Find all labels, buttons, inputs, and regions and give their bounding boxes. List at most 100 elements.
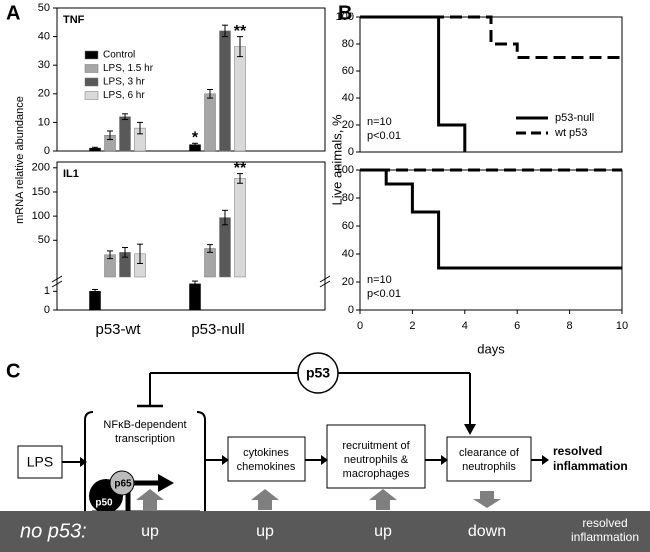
bar (219, 30, 231, 152)
effect-label: down (468, 523, 506, 540)
diagram-text: p53 (306, 365, 330, 381)
x-tick-label: 0 (357, 320, 363, 332)
bar-label: no p53: (20, 520, 87, 542)
x-tick-label: p53-null (191, 321, 244, 338)
legend-label: LPS, 6 hr (103, 90, 145, 101)
y-tick-label: 100 (32, 210, 50, 222)
effect-label: up (374, 523, 392, 540)
diagram-text: p65 (114, 479, 132, 490)
y-tick-label: 40 (38, 31, 50, 43)
y-tick-label: 80 (342, 192, 354, 204)
bar (234, 46, 246, 152)
diagram-text: transcription (115, 433, 175, 445)
y-tick-label: 0 (348, 146, 354, 158)
stat-note: n=10 (367, 116, 392, 128)
arrowhead (158, 474, 174, 492)
y-tick-label: 0 (44, 304, 50, 316)
y-tick-label: 100 (336, 164, 354, 176)
y-tick-label: 50 (38, 234, 50, 246)
axis-break (319, 275, 331, 283)
error-bar (122, 113, 128, 121)
plot-title: IL1 (63, 168, 79, 180)
diagram-text: recruitment of (342, 440, 410, 452)
legend-label: Control (103, 50, 135, 61)
y-tick-label: 0 (348, 304, 354, 316)
plot-title: TNF (63, 14, 85, 26)
stat-note: p<0.01 (367, 130, 401, 142)
axis-break (51, 275, 63, 283)
box (446, 436, 532, 482)
legend-label: LPS, 1.5 hr (103, 63, 154, 74)
legend-label: wt p53 (554, 127, 587, 139)
x-tick-label: p53-wt (95, 321, 141, 338)
stat-note: p<0.01 (367, 288, 401, 300)
diagram-text: clearance of (459, 447, 520, 459)
bar-outcome: inflammation (571, 530, 639, 544)
y-tick-label: 20 (342, 276, 354, 288)
diagram-text: p50 (95, 498, 113, 509)
error-bar (137, 243, 143, 264)
y-axis-label: mRNA relative abundance (14, 96, 26, 224)
error-bar (137, 121, 143, 135)
axis-break (51, 280, 63, 288)
error-bar (192, 280, 198, 288)
diagram-text: neutrophils (462, 461, 516, 473)
error-bar (207, 89, 213, 99)
y-tick-label: 50 (38, 2, 50, 14)
y-axis-label: Live animals, % (329, 114, 344, 205)
error-bar (107, 130, 113, 141)
error-bar (222, 209, 228, 226)
diagram-text: LPS (27, 454, 53, 470)
y-tick-label: 20 (342, 119, 354, 131)
x-tick-label: 10 (616, 320, 628, 332)
x-tick-label: 8 (567, 320, 573, 332)
panel-label: B (338, 2, 352, 24)
y-tick-label: 80 (342, 38, 354, 50)
diagram-text: cytokines (243, 447, 289, 459)
arrows (62, 459, 542, 463)
error-bar (107, 250, 113, 260)
bar (219, 217, 231, 278)
legend-swatch (84, 64, 99, 73)
error-bar (192, 142, 198, 147)
diagram-text: inflammation (553, 459, 628, 473)
significance: ** (234, 160, 247, 177)
y-tick-label: 0 (44, 145, 50, 157)
x-tick-label: 6 (514, 320, 520, 332)
bar (89, 291, 101, 311)
significance: ** (234, 23, 247, 40)
diagram-text: resolved (553, 444, 602, 458)
y-tick-label: 40 (342, 92, 354, 104)
survival-line (360, 15, 622, 59)
no-p53-bar (0, 511, 650, 552)
arrowhead (464, 424, 476, 435)
y-tick-label: 30 (38, 59, 50, 71)
panel-label: C (6, 360, 20, 382)
bar (204, 93, 216, 152)
x-tick-label: 2 (409, 320, 415, 332)
bar-outcome: resolved (582, 516, 627, 530)
error-bar (92, 288, 98, 294)
panel-label: A (6, 2, 20, 24)
survival-line (360, 15, 467, 152)
y-tick-label: 1 (44, 285, 50, 297)
effect-label: up (256, 523, 274, 540)
error-bar (237, 36, 243, 58)
p65 (109, 470, 135, 496)
y-tick-label: 200 (32, 162, 50, 174)
arrowheads (80, 455, 549, 467)
y-tick-label: 20 (38, 88, 50, 100)
axis-break (319, 280, 331, 288)
bar (234, 178, 246, 278)
error-bar (222, 24, 228, 38)
legend-label: p53-null (555, 112, 594, 124)
box (227, 436, 306, 482)
error-bar (122, 247, 128, 258)
p53-node (297, 352, 339, 394)
y-tick-label: 60 (342, 220, 354, 232)
bar (119, 116, 131, 152)
box (17, 445, 63, 479)
x-axis-label: days (477, 341, 505, 356)
effect-arrows (136, 489, 501, 510)
diagram (0, 352, 650, 552)
